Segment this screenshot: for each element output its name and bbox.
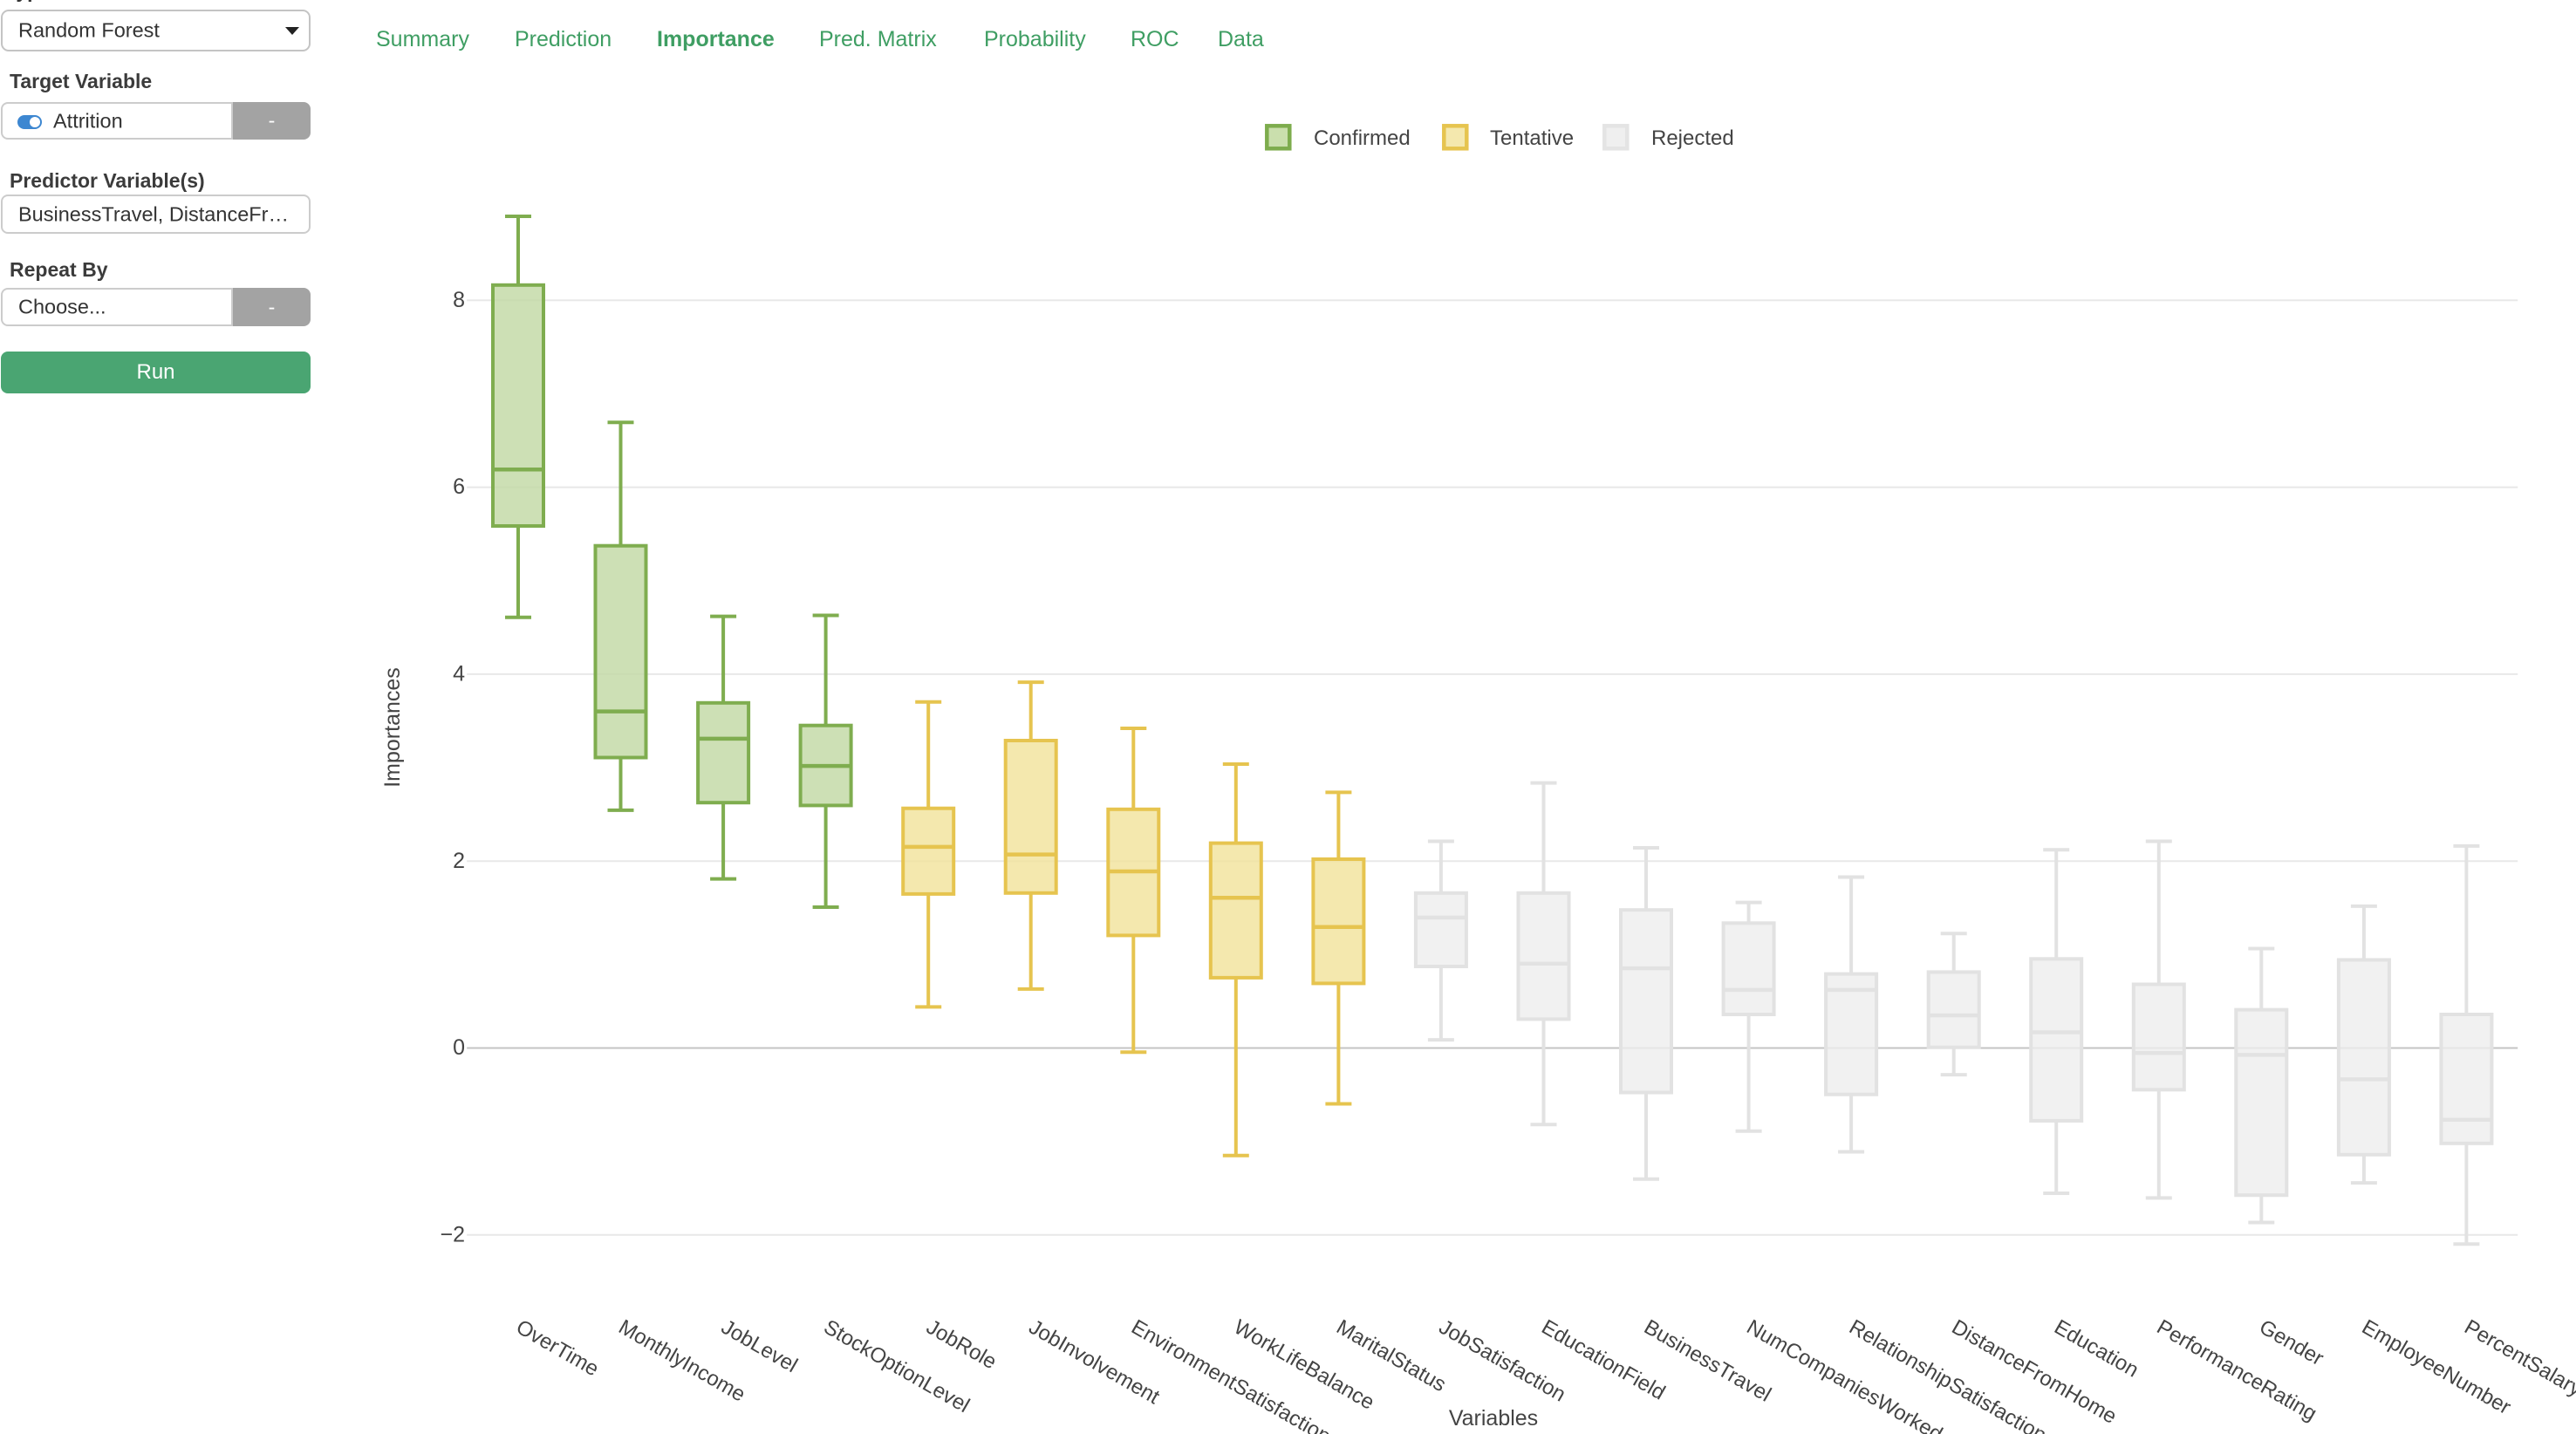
svg-text:Variables: Variables [1449,1406,1538,1431]
svg-text:Tentative: Tentative [1490,126,1574,150]
svg-text:JobLevel: JobLevel [717,1315,802,1377]
svg-text:Education: Education [2050,1315,2142,1383]
svg-text:Confirmed: Confirmed [1314,126,1411,150]
svg-text:2: 2 [453,849,465,873]
svg-text:−2: −2 [440,1222,465,1246]
svg-text:PercentSalaryHike: PercentSalaryHike [2460,1315,2576,1423]
svg-text:6: 6 [453,475,465,499]
svg-text:Gender: Gender [2255,1315,2327,1370]
svg-text:OverTime: OverTime [512,1315,603,1382]
svg-text:4: 4 [453,662,465,686]
svg-text:Rejected: Rejected [1651,126,1734,150]
svg-text:0: 0 [453,1035,465,1060]
svg-text:8: 8 [453,288,465,312]
svg-text:JobRole: JobRole [922,1315,1001,1374]
svg-text:Importances: Importances [380,667,405,788]
svg-text:DistanceFromHome: DistanceFromHome [1948,1315,2121,1429]
